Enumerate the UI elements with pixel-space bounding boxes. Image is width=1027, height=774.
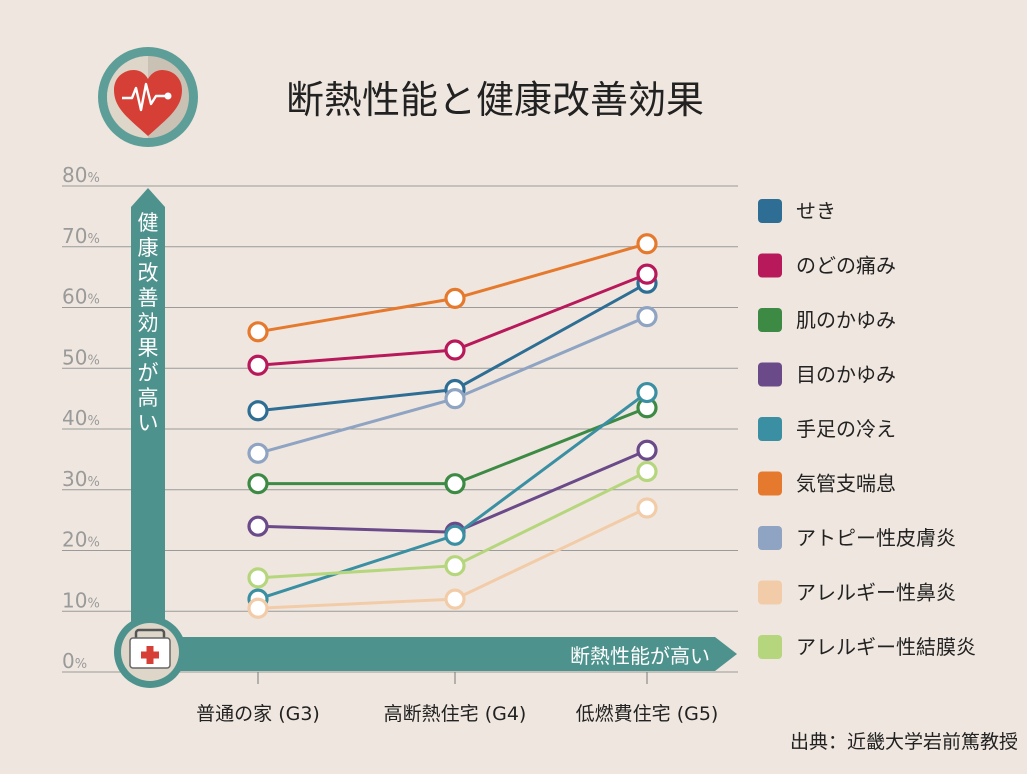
series-path	[257, 242, 648, 334]
series-line	[247, 381, 658, 610]
legend-label: 目のかゆみ	[796, 363, 896, 387]
legend-item: 目のかゆみ	[758, 362, 896, 387]
y-tick-label: 70%	[62, 224, 100, 248]
data-point	[636, 497, 658, 519]
chart-title: 断熱性能と健康改善効果	[286, 78, 704, 122]
legend-item: せき	[758, 199, 836, 223]
legend-label: 気管支喘息	[796, 472, 896, 496]
legend-swatch	[758, 308, 782, 332]
y-axis-arrow	[131, 188, 165, 632]
data-point	[247, 597, 269, 619]
y-arrow-label: 健康改善効果が高い	[138, 211, 159, 435]
data-point	[636, 381, 658, 404]
medical-kit-icon	[114, 616, 186, 688]
y-tick-label: 40%	[62, 406, 100, 430]
data-point	[636, 460, 658, 483]
series-line	[247, 233, 658, 343]
y-tick-label: 50%	[62, 345, 100, 369]
legend-label: せき	[796, 199, 836, 223]
data-point	[247, 515, 269, 537]
legend-label: のどの痛み	[796, 254, 896, 278]
source-note: 出典：近畿大学岩前篤教授	[790, 731, 1018, 753]
data-point	[636, 439, 658, 461]
series-line	[247, 497, 658, 619]
x-tick-label: 高断熱住宅 (G4)	[384, 703, 527, 725]
heart-pulse-icon	[98, 47, 198, 147]
legend-item: 気管支喘息	[758, 471, 896, 496]
legend-label: アレルギー性結膜炎	[796, 635, 976, 659]
series-line	[247, 460, 658, 589]
data-point	[444, 287, 466, 309]
legend-swatch	[758, 362, 782, 387]
legend-item: 肌のかゆみ	[758, 308, 896, 332]
data-point	[636, 306, 658, 328]
legend-label: アレルギー性鼻炎	[796, 581, 956, 605]
data-point	[636, 263, 658, 285]
data-point	[247, 473, 269, 495]
series-line	[247, 263, 658, 376]
y-tick-label: 30%	[62, 467, 100, 491]
data-point	[247, 400, 269, 422]
series-line	[247, 306, 658, 464]
data-point	[247, 442, 269, 464]
legend-item: のどの痛み	[758, 253, 896, 278]
x-axis-arrow	[150, 637, 737, 671]
legend-swatch	[758, 526, 782, 550]
legend-item: アトピー性皮膚炎	[758, 526, 956, 550]
x-tick-label: 低燃費住宅 (G5)	[576, 703, 719, 725]
series-line	[247, 397, 658, 495]
data-point	[247, 321, 269, 343]
legend-swatch	[758, 635, 782, 659]
y-tick-label: 20%	[62, 528, 100, 552]
data-point	[444, 388, 466, 410]
legend-item: アレルギー性結膜炎	[758, 635, 976, 659]
y-tick-label: 60%	[62, 285, 100, 309]
data-point	[444, 588, 466, 610]
legend-swatch	[758, 471, 782, 496]
legend-swatch	[758, 199, 782, 223]
data-point	[444, 524, 466, 546]
y-tick-label: 10%	[62, 588, 100, 612]
data-point	[247, 354, 269, 376]
data-point	[636, 233, 658, 255]
legend-swatch	[758, 580, 782, 605]
legend-label: 手足の冷え	[796, 417, 896, 441]
y-tick-label: 80%	[62, 163, 100, 187]
legend-label: アトピー性皮膚炎	[796, 526, 956, 550]
x-arrow-label: 断熱性能が高い	[570, 644, 710, 668]
series-path	[258, 406, 648, 486]
legend-item: アレルギー性鼻炎	[758, 580, 956, 605]
y-tick-label: 0%	[62, 649, 87, 673]
data-point	[247, 567, 269, 589]
legend-item: 手足の冷え	[758, 417, 896, 441]
legend-swatch	[758, 253, 782, 278]
data-point	[444, 473, 466, 495]
data-point	[444, 555, 466, 577]
x-tick-label: 普通の家 (G3)	[196, 703, 320, 725]
legend-swatch	[758, 417, 782, 441]
legend-label: 肌のかゆみ	[796, 308, 896, 332]
data-point	[444, 339, 466, 361]
